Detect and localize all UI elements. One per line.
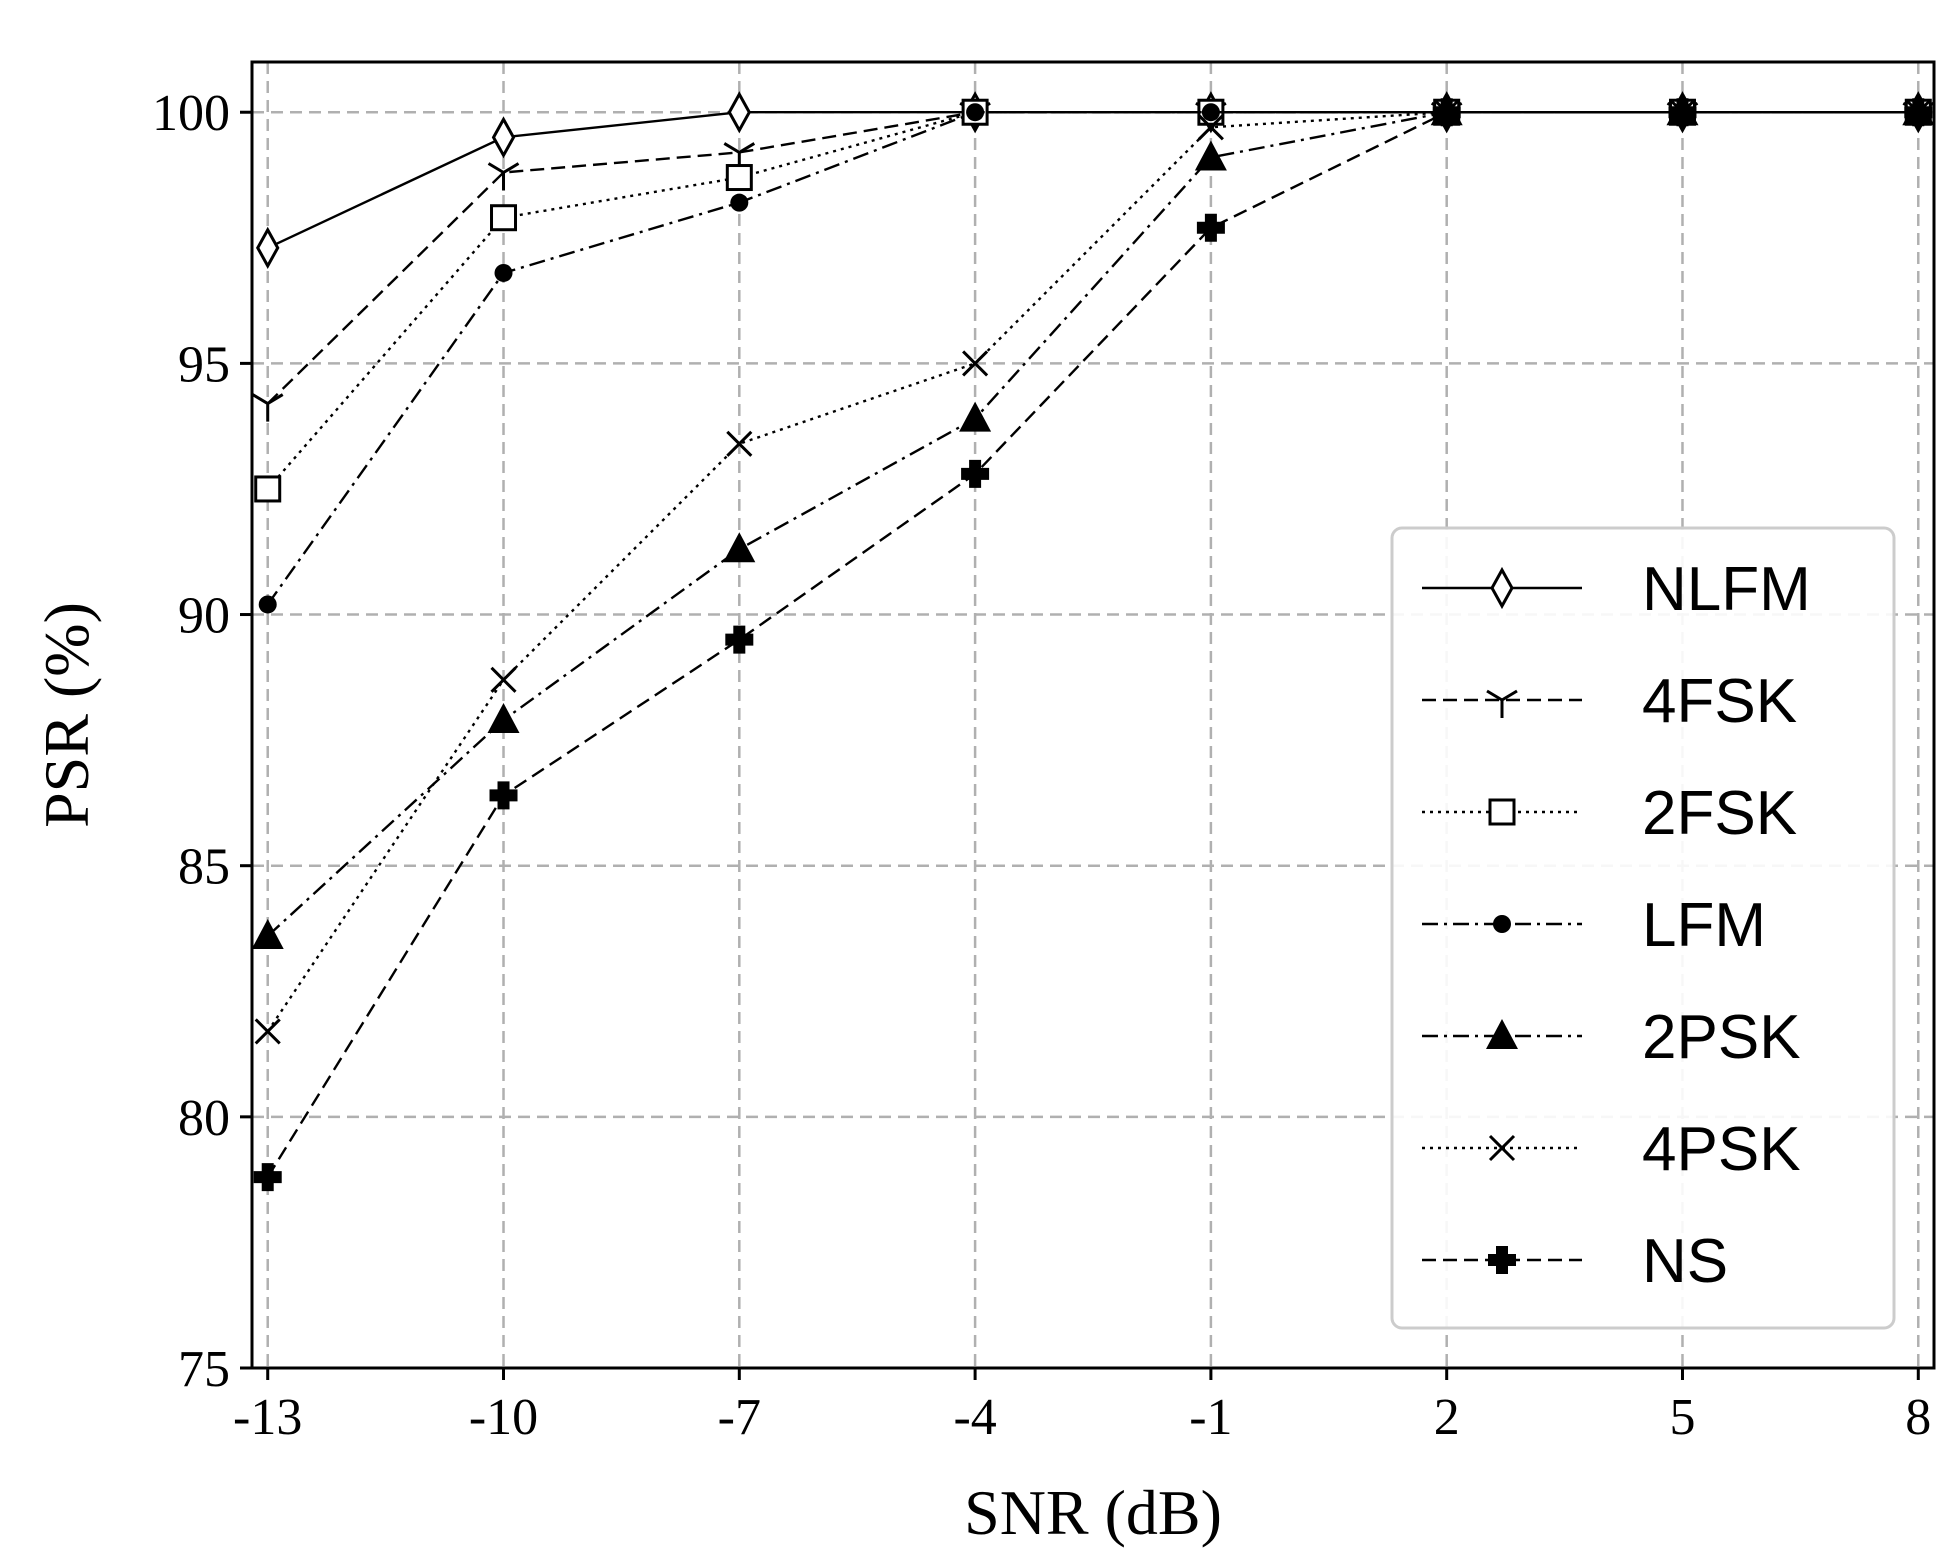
data-point [487, 162, 520, 191]
data-point [256, 226, 280, 269]
plot-frame [250, 60, 1936, 1370]
legend-marker [1490, 566, 1514, 610]
data-point [254, 1018, 281, 1045]
data-point [1904, 98, 1933, 127]
legend-label: 4FSK [1642, 667, 1797, 736]
x-tick-label: -4 [953, 1389, 996, 1446]
legend-marker [1486, 1019, 1518, 1049]
legend-label: NS [1642, 1227, 1728, 1296]
data-point [961, 459, 990, 488]
data-point [1201, 103, 1220, 122]
y-tick-label: 80 [178, 1090, 230, 1147]
legend-label: 4PSK [1642, 1115, 1801, 1184]
legend-item-lfm: LFM [1422, 891, 1766, 960]
data-point [258, 595, 277, 614]
data-point [489, 781, 518, 810]
data-point [966, 103, 985, 122]
x-tick-label: 2 [1434, 1389, 1460, 1446]
data-point [254, 475, 282, 503]
data-point [1668, 98, 1697, 127]
y-tick-label: 85 [178, 839, 230, 896]
data-point [727, 91, 752, 134]
series-ns [253, 98, 1933, 1192]
series-line [266, 111, 1919, 1178]
data-point [1196, 213, 1225, 242]
legend-marker [1488, 1246, 1516, 1274]
legend-marker [1486, 689, 1518, 718]
data-point [490, 666, 517, 693]
data-point [730, 193, 749, 212]
y-tick-label: 100 [152, 85, 230, 142]
legend-item-4fsk: 4FSK [1422, 667, 1797, 736]
y-tick-label: 90 [178, 588, 230, 645]
data-point [253, 1163, 282, 1192]
y-axis-title: PSR (%) [31, 602, 102, 828]
data-point [959, 401, 992, 432]
data-point [251, 393, 284, 422]
series-layer [251, 91, 1935, 1192]
x-tick-label: 5 [1669, 1389, 1695, 1446]
x-tick-label: -1 [1189, 1389, 1232, 1446]
legend-item-nlfm: NLFM [1422, 555, 1811, 624]
x-tick-label: -7 [718, 1389, 761, 1446]
x-tick-label: 8 [1905, 1389, 1931, 1446]
data-point [494, 263, 513, 282]
legend-marker [1493, 915, 1511, 933]
series-line [266, 111, 1919, 937]
legend-label: LFM [1642, 891, 1766, 960]
data-point [490, 204, 518, 232]
data-point [962, 350, 989, 377]
legend-marker [1488, 798, 1516, 826]
legend-item-2fsk: 2FSK [1422, 779, 1797, 848]
data-point [487, 703, 520, 734]
x-tick-label: -13 [233, 1389, 302, 1446]
legend-item-4psk: 4PSK [1422, 1115, 1801, 1184]
data-point [725, 625, 754, 654]
legend-label: 2FSK [1642, 779, 1797, 848]
data-point [726, 430, 753, 457]
data-point [723, 532, 756, 563]
legend-item-2psk: 2PSK [1422, 1003, 1801, 1072]
x-axis-title: SNR (dB) [964, 1477, 1222, 1548]
legend-box [1390, 526, 1896, 1330]
x-tick-label: -10 [469, 1389, 538, 1446]
data-point [1194, 140, 1227, 171]
legend: NLFM 4FSK 2FSK LFM 2PSK 4PSK NS [1390, 526, 1896, 1330]
legend-item-ns: NS [1422, 1227, 1728, 1296]
legend-marker [1488, 1134, 1516, 1162]
data-point [491, 116, 516, 159]
y-tick-label: 75 [178, 1341, 230, 1398]
data-point [1432, 98, 1461, 127]
y-tick-label: 95 [178, 336, 230, 393]
data-point [725, 164, 753, 192]
data-point [1197, 114, 1224, 141]
legend-label: 2PSK [1642, 1003, 1801, 1072]
ticks: -13 -10 -7 -4 -1 2 5 8 75 80 85 90 95 100 [152, 85, 1931, 1446]
legend-label: NLFM [1642, 555, 1811, 624]
data-point [251, 919, 284, 950]
